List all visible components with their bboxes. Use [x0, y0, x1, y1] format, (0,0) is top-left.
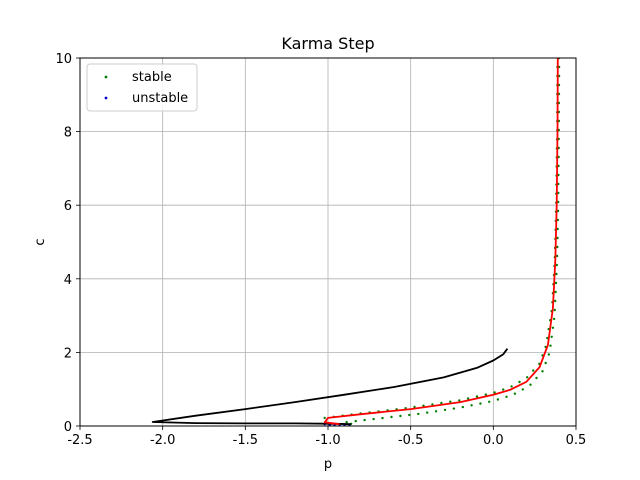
series-stable-point	[440, 401, 443, 405]
series-stable-point	[363, 418, 366, 422]
x-tick-label: -2.5	[67, 433, 92, 448]
series-stable-point	[549, 344, 552, 347]
series-stable-point	[431, 403, 434, 406]
red-curve	[323, 58, 559, 426]
series-stable-point	[461, 405, 464, 409]
series-stable-point	[372, 417, 375, 421]
series-stable-point	[510, 385, 513, 388]
series-stable-point	[466, 397, 470, 400]
series-stable-point	[544, 361, 547, 365]
legend-marker-unstable	[104, 96, 108, 100]
y-tick-label: 2	[64, 346, 72, 361]
series-stable-point	[551, 326, 555, 329]
series-stable-point	[555, 254, 559, 258]
series-stable-point	[475, 395, 479, 398]
series-stable-point	[443, 408, 447, 412]
data-marks	[151, 58, 561, 426]
y-tick-label: 10	[55, 52, 72, 67]
y-axis-label: c	[33, 238, 48, 245]
legend-label-stable: stable	[132, 70, 172, 85]
series-stable-point	[532, 369, 535, 372]
series-stable-point	[554, 299, 557, 303]
series-stable-point	[505, 395, 508, 398]
series-stable-point	[479, 402, 482, 405]
series-stable-point	[556, 236, 559, 240]
series-stable-point	[547, 353, 550, 356]
series-stable-point	[390, 415, 393, 419]
x-tick-label: -0.5	[398, 433, 423, 448]
series-stable-point	[555, 263, 558, 267]
x-tick-label: 0.5	[566, 433, 587, 448]
series-stable-point	[426, 411, 429, 414]
series-stable-point	[354, 419, 357, 423]
series-stable-point	[417, 412, 420, 416]
series-stable-point	[518, 380, 521, 384]
legend-box	[86, 63, 198, 112]
x-axis-label: p	[324, 457, 332, 472]
y-tick-label: 0	[64, 420, 72, 435]
series-stable-point	[493, 391, 496, 394]
series-stable-point	[555, 272, 558, 276]
series-stable-point	[381, 416, 384, 420]
series-stable-point	[526, 376, 529, 379]
series-stable-point	[541, 370, 544, 373]
y-tick-label: 8	[64, 126, 72, 141]
axis-ticks: -2.5 -2.0 -1.5 -1.0 -0.5 0.0 0.5 0 2 4 6 8 10	[55, 52, 586, 448]
plot-content	[151, 58, 561, 426]
series-stable-point	[521, 388, 524, 391]
series-stable-point	[345, 420, 348, 424]
series-stable-point	[484, 393, 487, 396]
series-stable-point	[553, 308, 556, 312]
series-stable-point	[502, 388, 505, 391]
x-tick-label: -1.0	[315, 433, 340, 448]
legend-label-unstable: unstable	[132, 91, 188, 106]
series-stable-point	[458, 399, 461, 402]
series-stable-point	[470, 404, 473, 407]
series-stable-point	[408, 413, 411, 417]
series-stable-point	[550, 335, 553, 338]
y-tick-label: 6	[64, 199, 72, 214]
series-stable-point	[434, 410, 438, 413]
series-stable-point	[535, 376, 538, 380]
x-tick-label: -1.5	[233, 433, 258, 448]
series-stable-point	[323, 416, 326, 420]
series-stable-point	[496, 398, 500, 401]
series-stable-point	[554, 281, 558, 285]
x-tick-label: -2.0	[150, 433, 175, 448]
series-stable-point	[452, 407, 456, 410]
series-stable-point	[556, 245, 559, 249]
black-curve	[151, 348, 509, 426]
legend: stable unstable	[86, 63, 198, 112]
series-stable-point	[449, 400, 452, 403]
y-tick-label: 4	[64, 273, 72, 288]
legend-marker-stable	[104, 75, 108, 79]
series-stable-point	[552, 317, 556, 321]
series-stable-point	[513, 392, 517, 395]
series-stable-point	[488, 400, 491, 403]
series-stable-point	[399, 414, 402, 418]
x-tick-label: 0.0	[483, 433, 504, 448]
series-stable-point	[554, 290, 557, 294]
series-stable-point	[529, 383, 532, 386]
chart-title: Karma Step	[281, 34, 374, 53]
